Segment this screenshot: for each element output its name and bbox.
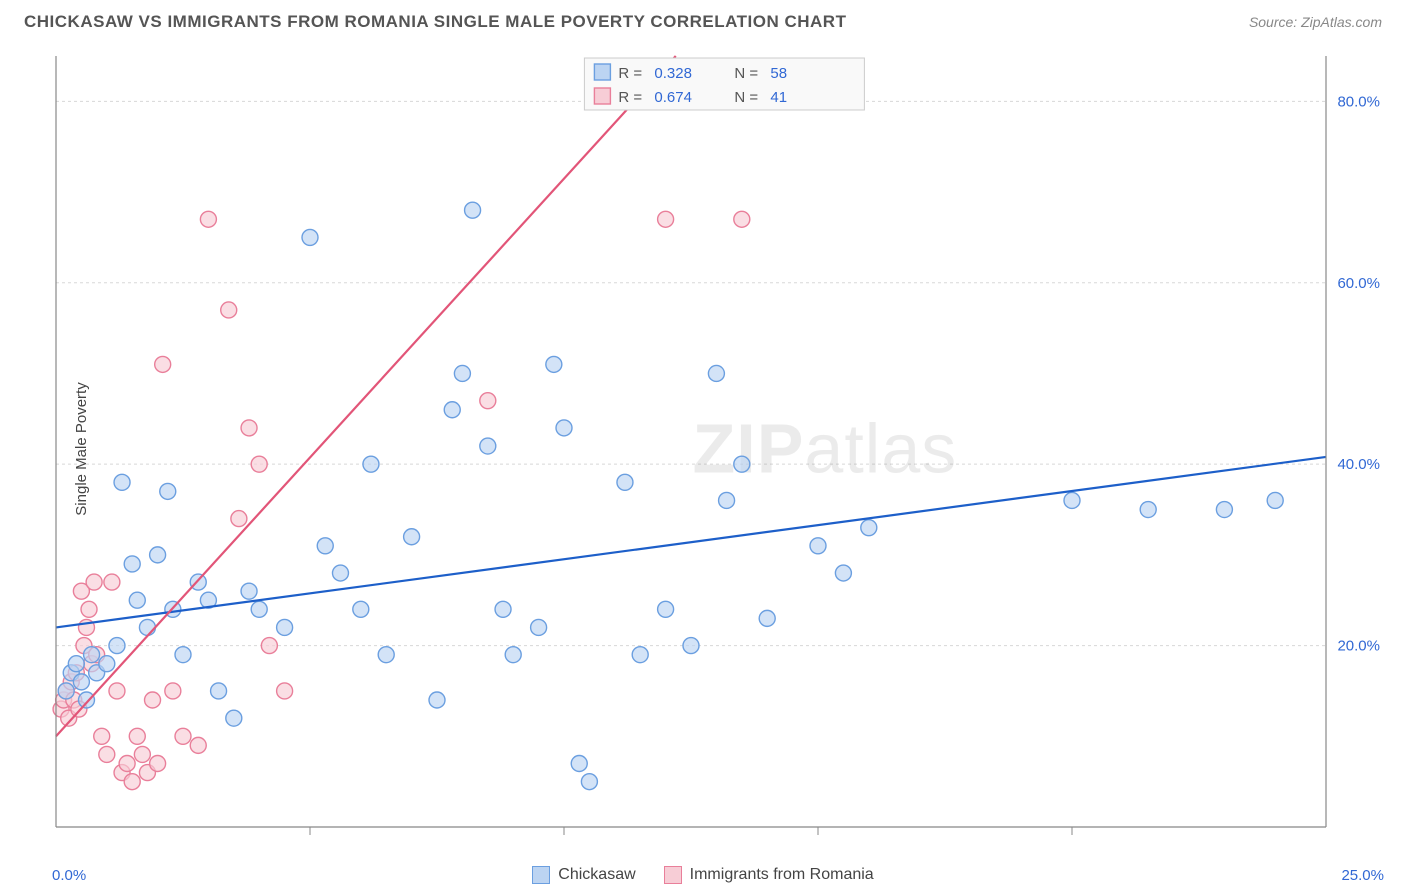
scatter-plot: 20.0% 40.0% 60.0% 80.0% ZIPatlas R = 0.328 N = 5… [50,50,1386,847]
chart-title: CHICKASAW VS IMMIGRANTS FROM ROMANIA SIN… [24,12,846,32]
swatch-chickasaw [532,866,550,884]
svg-text:40.0%: 40.0% [1337,456,1380,473]
legend-item-chickasaw: Chickasaw [532,866,635,884]
source-link[interactable]: ZipAtlas.com [1301,14,1382,30]
svg-text:80.0%: 80.0% [1337,93,1380,110]
legend-item-romania: Immigrants from Romania [664,866,874,884]
y-axis-label: Single Male Poverty [73,382,90,515]
svg-text:R =: R = [618,65,642,82]
svg-text:20.0%: 20.0% [1337,638,1380,655]
svg-text:R =: R = [618,89,642,106]
svg-text:N =: N = [734,89,758,106]
svg-text:0.674: 0.674 [654,89,692,106]
source-attribution: Source: ZipAtlas.com [1249,14,1382,30]
legend-label-chickasaw: Chickasaw [558,866,635,884]
svg-text:58: 58 [770,65,787,82]
source-prefix: Source: [1249,14,1301,30]
plot-area: Single Male Poverty 20.0% 40.0% 60.0% 80.0%… [50,50,1386,847]
x-axis-min-label: 0.0% [52,867,86,884]
svg-text:ZIPatlas: ZIPatlas [692,409,957,487]
bottom-legend: Chickasaw Immigrants from Romania [0,866,1406,884]
svg-text:60.0%: 60.0% [1337,275,1380,292]
svg-text:0.328: 0.328 [654,65,692,82]
svg-text:41: 41 [770,89,787,106]
swatch-romania [664,866,682,884]
svg-text:N =: N = [734,65,758,82]
legend-label-romania: Immigrants from Romania [690,866,874,884]
x-axis-max-label: 25.0% [1341,867,1384,884]
